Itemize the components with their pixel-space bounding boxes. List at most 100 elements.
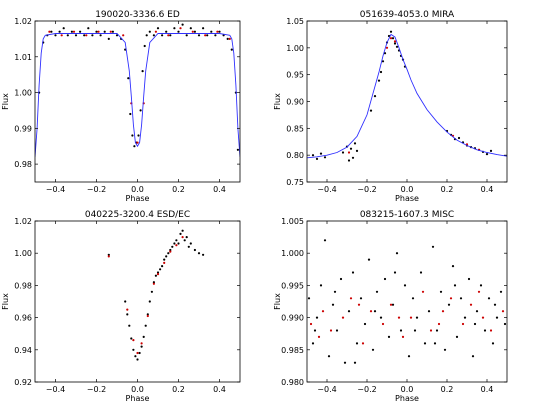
x-tick-label: 0.4 (481, 185, 494, 194)
data-point (349, 297, 353, 300)
data-point (159, 268, 162, 271)
data-point (501, 310, 505, 313)
data-point (131, 134, 134, 137)
data-point (189, 242, 192, 245)
y-tick-label: 0.99 (14, 124, 32, 133)
data-point (146, 314, 149, 318)
data-point (347, 310, 351, 313)
data-point (130, 337, 133, 340)
data-point (391, 37, 395, 40)
data-point (483, 329, 487, 332)
data-point (311, 154, 315, 157)
data-point (353, 142, 357, 145)
data-point (355, 342, 359, 345)
data-point (216, 30, 219, 33)
data-point (142, 335, 145, 338)
y-tick-label: 0.96 (14, 314, 32, 323)
data-point (383, 52, 387, 55)
data-point (367, 258, 371, 261)
data-point (70, 30, 73, 33)
y-tick-label: 1.005 (281, 217, 304, 226)
data-point (317, 335, 321, 338)
data-point (363, 322, 367, 326)
y-axis-label: Flux (1, 293, 10, 310)
x-axis-label: Phase (395, 194, 419, 203)
data-point (103, 30, 106, 33)
data-point (202, 253, 205, 256)
data-point (91, 34, 94, 37)
data-point (154, 274, 157, 277)
x-tick-label: 0.2 (441, 385, 454, 394)
data-point (401, 335, 405, 338)
data-point (443, 348, 447, 351)
data-point (126, 313, 129, 316)
chart-title: 040225-3200.4 ESD/EC (85, 210, 190, 220)
data-point (431, 245, 435, 248)
data-point (373, 95, 377, 98)
data-point (457, 136, 461, 140)
data-point (341, 316, 345, 319)
data-point (175, 239, 178, 242)
data-point (397, 316, 401, 319)
data-point (181, 229, 184, 232)
data-point (389, 303, 393, 306)
data-point (144, 324, 147, 327)
x-tick-label: −0.4 (317, 185, 336, 194)
chart-title: 190020-3336.6 ED (95, 10, 180, 20)
x-tick-label: 0.4 (213, 185, 226, 194)
data-point (495, 316, 499, 319)
x-tick-label: 0.0 (131, 385, 144, 394)
data-point (491, 342, 495, 345)
data-point (177, 30, 180, 33)
data-point (475, 310, 479, 313)
data-point (421, 290, 425, 293)
x-axis-label: Phase (395, 394, 419, 402)
data-point (351, 156, 355, 159)
x-tick-label: 0.4 (481, 385, 494, 394)
data-point (183, 239, 186, 242)
data-point (349, 147, 353, 150)
data-point (311, 342, 315, 345)
data-point (85, 34, 88, 37)
data-point (161, 34, 164, 37)
data-point (154, 30, 157, 33)
data-point (137, 134, 140, 137)
data-point (210, 30, 213, 33)
data-point (393, 40, 397, 43)
data-point (389, 30, 393, 33)
y-tick-label: 1.00 (14, 249, 32, 258)
chart-title: 083215-1607.3 MISC (360, 210, 454, 220)
data-point (134, 355, 137, 358)
y-tick-label: 0.85 (286, 124, 304, 133)
data-point (193, 248, 196, 252)
data-point (351, 271, 355, 274)
series-line (35, 33, 240, 158)
data-point (485, 153, 489, 156)
data-point (107, 253, 110, 256)
x-tick-label: 0.2 (441, 185, 454, 194)
data-point (163, 258, 166, 261)
data-point (359, 297, 363, 300)
data-point (387, 335, 391, 338)
data-point (375, 290, 379, 293)
data-point (313, 329, 317, 332)
y-tick-label: 1.05 (286, 17, 304, 26)
data-point (54, 34, 57, 37)
data-point (315, 157, 319, 160)
y-tick-label: 1.02 (14, 17, 32, 26)
data-point (146, 313, 149, 316)
data-point (165, 30, 168, 33)
data-point (415, 316, 419, 319)
data-point (129, 112, 132, 116)
data-point (357, 303, 361, 306)
plot-data (107, 229, 205, 361)
plot-frame (306, 20, 508, 183)
data-point (493, 303, 497, 306)
data-point (427, 310, 431, 313)
data-point (323, 156, 327, 159)
data-point (156, 271, 160, 274)
plot-data (307, 30, 507, 162)
data-point (161, 265, 164, 268)
data-point (50, 30, 53, 33)
data-point (97, 30, 100, 33)
